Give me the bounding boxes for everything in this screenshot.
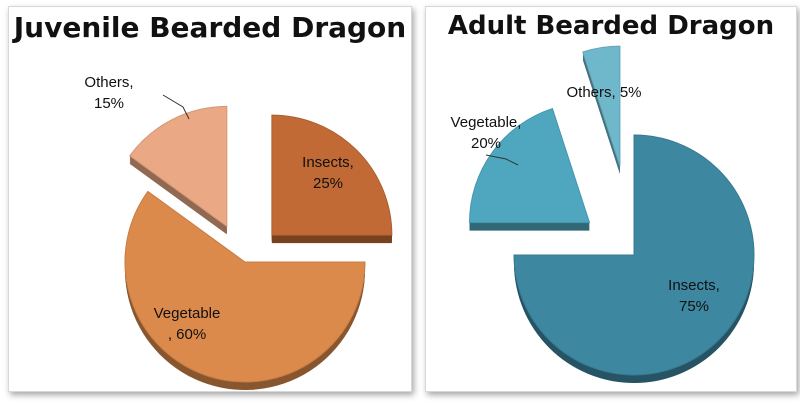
juvenile-chart-title: Juvenile Bearded Dragon — [13, 11, 407, 44]
juvenile-pie-chart: Insects, 25% Vegetable, 60% Others, 15% — [84, 74, 393, 390]
vegetable-slice — [469, 107, 591, 224]
vegetable-slice-label: Vegetable, 60% — [154, 305, 221, 343]
adult-chart-panel: Adult Bearded Dragon Insects, 75% Vegetabl… — [425, 6, 797, 392]
adult-chart-title: Adult Bearded Dragon — [447, 11, 775, 41]
label-leader-line — [162, 94, 190, 120]
vegetable-slice-label: Vegetable, 20% — [451, 114, 522, 152]
others-slice-label: Others, 15% — [84, 74, 133, 112]
juvenile-chart-panel: Juvenile Bearded Dragon Insects, 25% Veget… — [8, 6, 412, 392]
label-leader-line — [485, 154, 519, 166]
others-slice-label: Others, 5% — [566, 84, 641, 101]
adult-pie-chart: Insects, 75% Vegetable, 20% Others, 5% — [451, 45, 755, 383]
insects-slice — [271, 114, 393, 236]
insects-slice-label: Insects, 75% — [668, 277, 720, 315]
others-slice — [582, 45, 621, 167]
vegetable-slice — [124, 190, 366, 383]
insects-slice — [513, 134, 755, 376]
others-slice — [129, 105, 228, 228]
insects-slice-label: Insects, 25% — [302, 154, 354, 192]
